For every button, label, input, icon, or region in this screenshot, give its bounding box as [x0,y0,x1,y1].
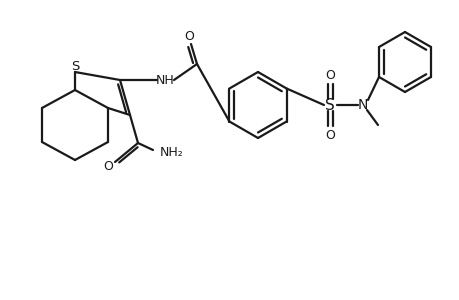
Text: NH: NH [155,74,174,86]
Text: O: O [184,29,194,43]
Text: O: O [325,68,334,82]
Text: O: O [103,160,113,172]
Text: O: O [325,128,334,142]
Text: NH₂: NH₂ [160,146,183,158]
Text: S: S [325,98,334,112]
Text: N: N [357,98,367,112]
Text: S: S [71,59,79,73]
